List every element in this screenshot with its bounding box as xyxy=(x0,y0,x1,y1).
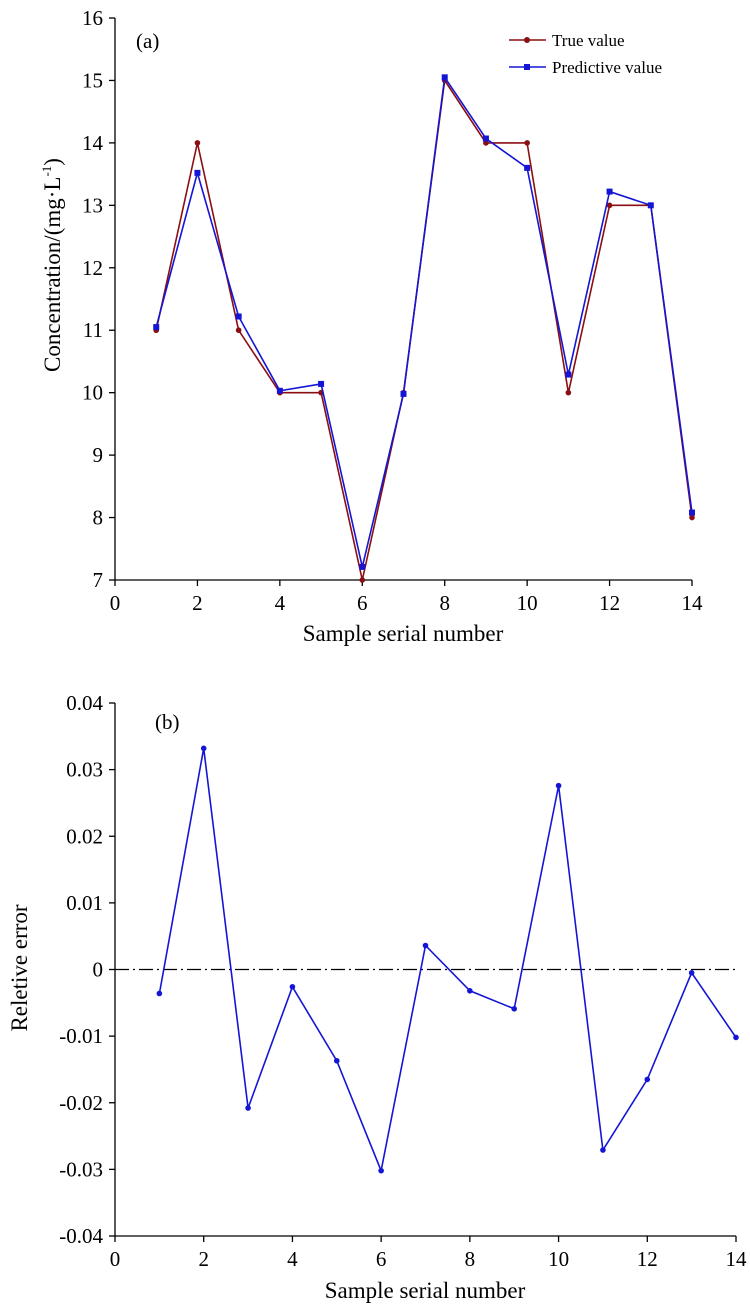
y-tick-label: -0.02 xyxy=(59,1091,103,1115)
chart-panel-b: -0.04 -0.03 -0.02 -0.01 0 0.01 0.02 0.03 0.04 0 2… xyxy=(7,691,747,1303)
x-ticks-b: 0 2 4 6 8 10 12 14 xyxy=(110,1236,747,1271)
data-point xyxy=(600,1147,606,1153)
data-point xyxy=(156,990,163,997)
y-tick-label: 10 xyxy=(82,381,103,405)
x-tick-label: 10 xyxy=(548,1247,569,1271)
data-point xyxy=(359,577,366,583)
y-tick-label: 13 xyxy=(82,193,103,217)
y-tick-label: 0.02 xyxy=(66,824,103,848)
legend: True value Predictive value xyxy=(509,31,662,77)
data-point xyxy=(333,1057,340,1064)
data-point xyxy=(689,509,695,516)
x-tick-label: 14 xyxy=(682,591,704,615)
y-axis-label-a: Concentration/(mg·L-1) xyxy=(39,158,65,372)
data-point xyxy=(606,188,613,195)
data-point xyxy=(565,389,572,396)
y-tick-label: 12 xyxy=(82,256,103,280)
data-point xyxy=(245,1105,251,1111)
data-point xyxy=(359,563,366,570)
x-tick-label: 0 xyxy=(110,591,121,615)
legend-label-true: True value xyxy=(552,31,625,50)
y-tick-label: 14 xyxy=(82,131,104,155)
data-point xyxy=(400,390,407,397)
data-point xyxy=(482,135,489,142)
data-point xyxy=(689,514,695,521)
data-point xyxy=(194,169,201,176)
series-line-2 xyxy=(155,75,693,568)
y-ticks-b: -0.04 -0.03 -0.02 -0.01 0 0.01 0.02 0.03 0.04 xyxy=(59,691,115,1248)
data-point xyxy=(378,1167,384,1174)
legend-marker-true xyxy=(524,37,530,43)
series-group-b xyxy=(156,745,739,1174)
y-tick-label: 15 xyxy=(82,68,103,92)
data-point xyxy=(200,745,207,752)
data-point xyxy=(276,387,283,394)
y-tick-label: -0.04 xyxy=(59,1224,103,1248)
data-point xyxy=(235,313,242,320)
data-point xyxy=(441,74,448,81)
x-ticks-a: 0 2 4 6 8 10 12 14 xyxy=(110,580,703,615)
y-tick-label: 8 xyxy=(93,506,104,530)
chart-panel-a: 7 8 9 10 11 12 13 14 15 16 0 2 4 6 8 10 12 14 (a) Sample… xyxy=(39,6,703,646)
series-group-a xyxy=(153,74,695,583)
data-point xyxy=(511,1006,518,1012)
legend-label-predictive: Predictive value xyxy=(552,58,662,77)
data-point xyxy=(318,380,325,387)
y-tick-label: 0 xyxy=(93,958,104,982)
data-point xyxy=(647,202,654,209)
legend-marker-predictive xyxy=(524,64,530,70)
y-tick-label: 0.04 xyxy=(66,691,103,715)
data-point xyxy=(422,942,429,949)
y-tick-label: -0.03 xyxy=(59,1157,103,1181)
x-tick-label: 2 xyxy=(192,591,203,615)
x-tick-label: 14 xyxy=(726,1247,748,1271)
y-axis-label-a-main: Concentration/(mg·L xyxy=(40,177,65,372)
x-tick-label: 12 xyxy=(637,1247,658,1271)
data-point xyxy=(467,988,473,994)
x-tick-label: 4 xyxy=(275,591,286,615)
y-tick-label: 0.01 xyxy=(66,891,103,915)
data-point xyxy=(153,324,160,331)
x-axis-label-b: Sample serial number xyxy=(325,1278,526,1303)
y-tick-label: -0.01 xyxy=(59,1024,103,1048)
data-point xyxy=(606,202,613,209)
y-tick-label: 9 xyxy=(93,443,104,467)
y-axis-label-a-sup: -1 xyxy=(39,166,54,177)
data-point xyxy=(524,164,531,171)
y-axis-label-b: Reletive error xyxy=(7,904,32,1031)
y-tick-label: 11 xyxy=(83,318,103,342)
x-tick-label: 2 xyxy=(198,1247,209,1271)
data-point xyxy=(235,327,242,334)
x-tick-label: 10 xyxy=(517,591,538,615)
x-tick-label: 8 xyxy=(465,1247,476,1271)
x-tick-label: 4 xyxy=(287,1247,298,1271)
x-tick-label: 0 xyxy=(110,1247,121,1271)
data-point xyxy=(555,782,562,789)
data-point xyxy=(194,140,201,146)
y-tick-label: 7 xyxy=(93,568,104,592)
x-tick-label: 8 xyxy=(439,591,450,615)
data-point xyxy=(565,371,572,378)
data-point xyxy=(733,1034,739,1041)
data-point xyxy=(289,984,296,990)
x-tick-label: 12 xyxy=(599,591,620,615)
data-point xyxy=(644,1076,651,1083)
y-axis-label-a-close: ) xyxy=(40,158,65,166)
x-axis-label-a: Sample serial number xyxy=(303,621,504,646)
x-tick-label: 6 xyxy=(357,591,368,615)
data-point xyxy=(688,970,695,976)
y-tick-label: 16 xyxy=(82,6,103,30)
series-line-1 xyxy=(158,748,737,1174)
panel-label-b: (b) xyxy=(155,710,180,734)
y-tick-label: 0.03 xyxy=(66,758,103,782)
data-point xyxy=(524,140,530,146)
x-tick-label: 6 xyxy=(376,1247,387,1271)
panel-label-a: (a) xyxy=(136,29,159,53)
y-ticks-a: 7 8 9 10 11 12 13 14 15 16 xyxy=(82,6,115,592)
